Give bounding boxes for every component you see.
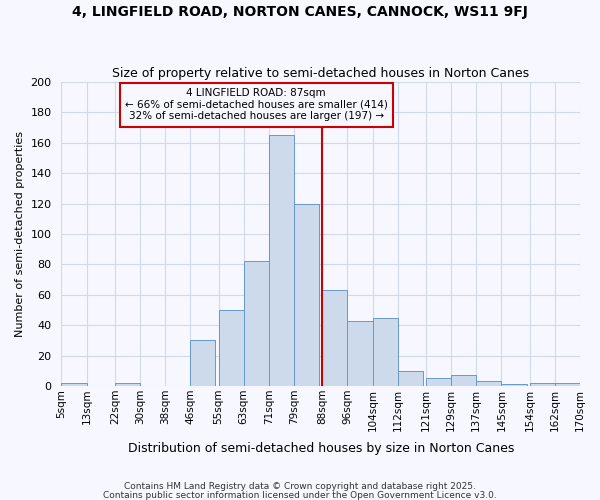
Bar <box>502 384 527 386</box>
Text: 4 LINGFIELD ROAD: 87sqm
← 66% of semi-detached houses are smaller (414)
32% of s: 4 LINGFIELD ROAD: 87sqm ← 66% of semi-de… <box>125 88 388 122</box>
X-axis label: Distribution of semi-detached houses by size in Norton Canes: Distribution of semi-detached houses by … <box>128 442 514 455</box>
Bar <box>373 318 398 386</box>
Bar <box>294 204 319 386</box>
Bar <box>190 340 215 386</box>
Bar <box>426 378 451 386</box>
Bar <box>269 135 294 386</box>
Bar <box>322 290 347 386</box>
Bar <box>476 382 502 386</box>
Bar <box>555 383 580 386</box>
Y-axis label: Number of semi-detached properties: Number of semi-detached properties <box>15 131 25 337</box>
Text: Contains public sector information licensed under the Open Government Licence v3: Contains public sector information licen… <box>103 490 497 500</box>
Bar <box>530 383 555 386</box>
Bar <box>61 383 86 386</box>
Bar <box>218 310 244 386</box>
Bar <box>398 371 423 386</box>
Bar <box>347 320 373 386</box>
Bar <box>115 383 140 386</box>
Text: Contains HM Land Registry data © Crown copyright and database right 2025.: Contains HM Land Registry data © Crown c… <box>124 482 476 491</box>
Title: Size of property relative to semi-detached houses in Norton Canes: Size of property relative to semi-detach… <box>112 66 529 80</box>
Bar <box>244 262 269 386</box>
Text: 4, LINGFIELD ROAD, NORTON CANES, CANNOCK, WS11 9FJ: 4, LINGFIELD ROAD, NORTON CANES, CANNOCK… <box>72 5 528 19</box>
Bar <box>451 376 476 386</box>
